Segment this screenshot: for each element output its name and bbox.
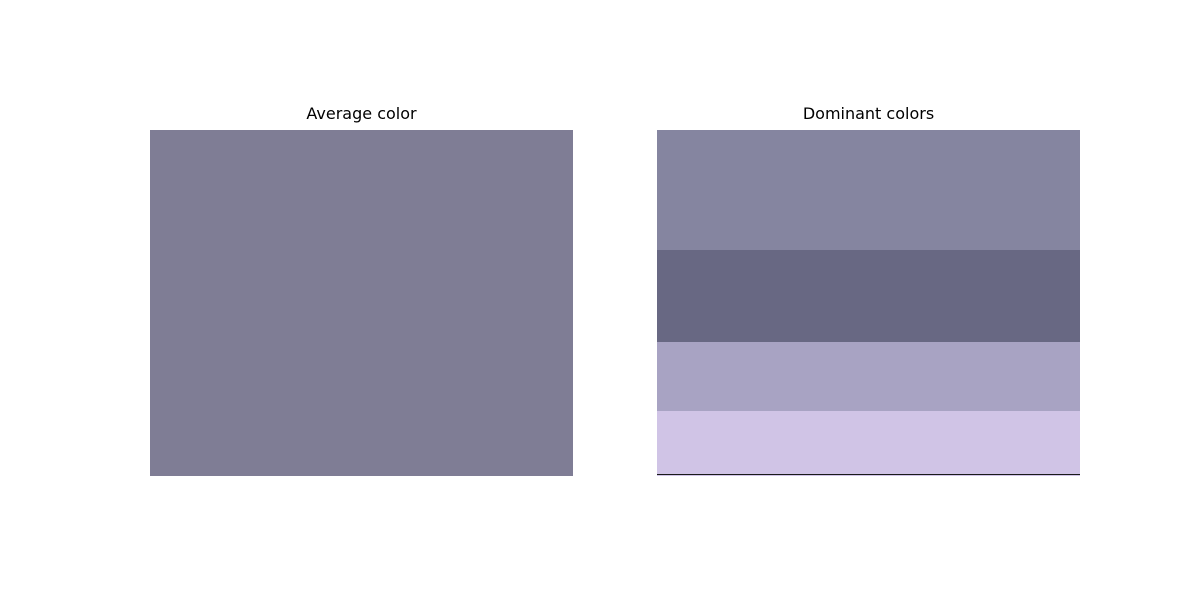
dominant-color-band-4 xyxy=(657,410,1080,476)
dominant-colors-baseline xyxy=(657,474,1080,475)
dominant-color-band-1 xyxy=(657,130,1080,251)
dominant-colors-stack xyxy=(657,130,1080,476)
dominant-colors-title: Dominant colors xyxy=(802,104,935,123)
average-color-swatch xyxy=(150,130,573,476)
average-color-title: Average color xyxy=(306,104,417,123)
dominant-color-band-2 xyxy=(657,250,1080,344)
dominant-color-band-3 xyxy=(657,342,1080,413)
